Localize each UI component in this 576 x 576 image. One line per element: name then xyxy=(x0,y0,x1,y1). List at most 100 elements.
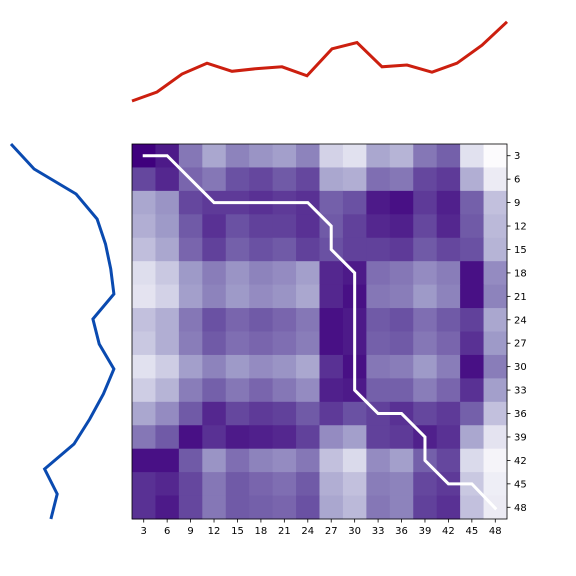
heatmap-cell xyxy=(296,214,320,238)
heatmap-cell xyxy=(366,425,390,449)
heatmap-cell xyxy=(390,308,414,332)
heatmap-cell xyxy=(437,285,461,309)
x-axis: 3 6 9 12 15 18 21 24 27 30 33 36 39 42 45 48 xyxy=(141,519,502,537)
x-tick-label: 15 xyxy=(231,526,244,537)
heatmap-cell xyxy=(460,144,484,168)
heatmap-cell xyxy=(390,285,414,309)
heatmap-cell xyxy=(390,378,414,402)
heatmap-cell xyxy=(179,355,203,379)
heatmap-cell xyxy=(226,238,250,262)
y-tick-label: 9 xyxy=(514,198,520,209)
heatmap-cell xyxy=(343,472,367,496)
heatmap-cell xyxy=(437,238,461,262)
left-series-panel xyxy=(11,144,114,519)
heatmap-cell xyxy=(437,332,461,356)
heatmap-cell xyxy=(343,191,367,215)
heatmap-cell xyxy=(249,214,273,238)
heatmap-cell xyxy=(132,472,156,496)
heatmap-cell xyxy=(226,449,250,473)
heatmap-cell xyxy=(273,144,297,168)
heatmap-cell xyxy=(249,308,273,332)
heatmap-cell xyxy=(155,191,179,215)
heatmap-cell xyxy=(249,496,273,520)
heatmap-cell xyxy=(437,144,461,168)
y-tick-label: 12 xyxy=(514,222,527,233)
heatmap-cell xyxy=(155,472,179,496)
heatmap-cell xyxy=(390,261,414,285)
heatmap-cell xyxy=(460,449,484,473)
heatmap-cell xyxy=(320,144,344,168)
x-tick-label: 42 xyxy=(442,526,455,537)
heatmap-cell xyxy=(273,472,297,496)
heatmap-cell xyxy=(249,378,273,402)
heatmap-cell xyxy=(132,496,156,520)
x-tick-label: 6 xyxy=(164,526,170,537)
heatmap-cell xyxy=(390,472,414,496)
heatmap-cell xyxy=(484,285,508,309)
heatmap-cell xyxy=(366,496,390,520)
x-tick-label: 33 xyxy=(372,526,385,537)
y-tick-label: 6 xyxy=(514,175,520,186)
heatmap-cell xyxy=(296,378,320,402)
heatmap-cell xyxy=(320,261,344,285)
y-tick-label: 42 xyxy=(514,456,527,467)
heatmap-cell xyxy=(132,402,156,426)
heatmap-cell xyxy=(202,261,226,285)
heatmap-cell xyxy=(484,261,508,285)
y-tick-label: 24 xyxy=(514,315,527,326)
heatmap-cell xyxy=(296,355,320,379)
heatmap-cell xyxy=(460,238,484,262)
heatmap-cell xyxy=(320,308,344,332)
y-tick-label: 15 xyxy=(514,245,527,256)
heatmap-cell xyxy=(296,472,320,496)
heatmap-cell xyxy=(273,238,297,262)
heatmap-cell xyxy=(413,238,437,262)
heatmap-cell xyxy=(273,214,297,238)
heatmap-cell xyxy=(202,144,226,168)
x-tick-label: 9 xyxy=(187,526,193,537)
heatmap-cell xyxy=(437,167,461,191)
heatmap-cell xyxy=(320,285,344,309)
heatmap-cell xyxy=(437,378,461,402)
heatmap-cell xyxy=(390,167,414,191)
heatmap-cell xyxy=(460,355,484,379)
heatmap-cell xyxy=(226,214,250,238)
heatmap-cell xyxy=(343,425,367,449)
heatmap-cell xyxy=(296,261,320,285)
heatmap-cell xyxy=(437,496,461,520)
heatmap-cell xyxy=(273,285,297,309)
heatmap-cell xyxy=(437,214,461,238)
left-series-line xyxy=(11,144,114,519)
heatmap-cell xyxy=(343,402,367,426)
heatmap-cell xyxy=(366,449,390,473)
heatmap-cell xyxy=(320,472,344,496)
heatmap-cell xyxy=(296,425,320,449)
heatmap-cell xyxy=(202,378,226,402)
heatmap-cell xyxy=(202,332,226,356)
heatmap-cell xyxy=(202,214,226,238)
heatmap-cell xyxy=(202,308,226,332)
heatmap-cell xyxy=(155,449,179,473)
heatmap-cell xyxy=(132,238,156,262)
heatmap-cell xyxy=(366,285,390,309)
heatmap-cell xyxy=(273,261,297,285)
x-tick-label: 30 xyxy=(348,526,361,537)
heatmap-cell xyxy=(155,167,179,191)
heatmap-cell xyxy=(460,308,484,332)
heatmap-cell xyxy=(437,355,461,379)
heatmap-cell xyxy=(343,167,367,191)
heatmap-cell xyxy=(202,167,226,191)
heatmap-cell xyxy=(132,167,156,191)
x-tick-label: 27 xyxy=(325,526,338,537)
heatmap-cell xyxy=(366,261,390,285)
heatmap-cell xyxy=(390,144,414,168)
heatmap-cell xyxy=(484,144,508,168)
heatmap-cell xyxy=(226,167,250,191)
heatmap-cell xyxy=(179,425,203,449)
heatmap-cell xyxy=(460,285,484,309)
heatmap-cell xyxy=(390,238,414,262)
heatmap-cell xyxy=(155,425,179,449)
heatmap-cell xyxy=(460,378,484,402)
y-tick-label: 3 xyxy=(514,151,520,162)
heatmap-cell xyxy=(132,332,156,356)
